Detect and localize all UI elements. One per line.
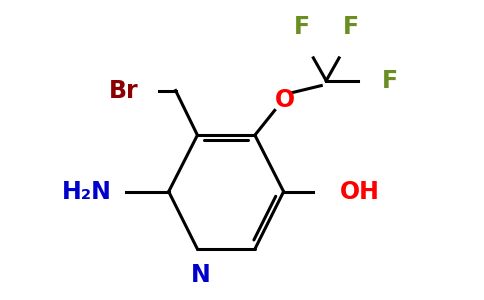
Text: O: O [274,88,295,112]
Text: H₂N: H₂N [62,180,112,204]
Text: F: F [293,15,309,39]
Text: Br: Br [109,79,139,103]
Text: F: F [343,15,359,39]
Text: OH: OH [340,180,380,204]
Text: N: N [191,263,210,287]
Text: F: F [382,69,398,93]
